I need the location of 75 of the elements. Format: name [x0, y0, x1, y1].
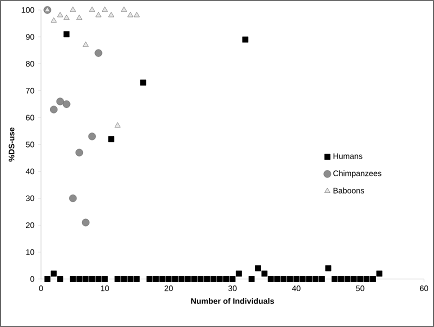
- point: [70, 6, 76, 12]
- point: [332, 276, 338, 282]
- point: [236, 270, 242, 277]
- point: [230, 276, 236, 282]
- point: [108, 136, 114, 142]
- point: [127, 12, 134, 18]
- point: [306, 276, 312, 282]
- point: [56, 98, 64, 106]
- point: [108, 12, 114, 18]
- point: [210, 276, 216, 282]
- point: [82, 276, 89, 282]
- point: [44, 276, 50, 282]
- point: [102, 276, 108, 282]
- point: [127, 276, 134, 282]
- point: [274, 276, 280, 282]
- point: [364, 276, 370, 282]
- point: [344, 276, 350, 282]
- point: [134, 12, 140, 18]
- point: [76, 276, 82, 282]
- point: [261, 270, 268, 277]
- point: [88, 132, 96, 140]
- point: [95, 12, 102, 18]
- point: [166, 276, 172, 282]
- point: [350, 276, 357, 282]
- point: [102, 6, 108, 12]
- point: [318, 276, 325, 282]
- point: [134, 276, 140, 282]
- point: [178, 276, 184, 282]
- point: [50, 17, 57, 23]
- point: [89, 6, 96, 12]
- point: [69, 194, 77, 202]
- point: [223, 276, 230, 282]
- point: [50, 270, 57, 277]
- point: [89, 276, 96, 282]
- point: [184, 276, 191, 282]
- point: [57, 12, 64, 18]
- point: [172, 276, 178, 282]
- point: [62, 100, 70, 108]
- point: [50, 106, 58, 114]
- point: [152, 276, 159, 282]
- point: [57, 276, 64, 282]
- point: [64, 31, 70, 38]
- point: [248, 276, 255, 282]
- point: [94, 49, 102, 57]
- point: [70, 276, 76, 282]
- point: [64, 14, 70, 20]
- point: [82, 218, 90, 226]
- point: [76, 14, 82, 20]
- point: [325, 265, 332, 272]
- point: [357, 276, 364, 282]
- point: [114, 122, 121, 128]
- point: [338, 276, 344, 282]
- point: [146, 276, 153, 282]
- point: [242, 36, 248, 43]
- point: [312, 276, 318, 282]
- point: [140, 80, 146, 86]
- point: [280, 276, 287, 282]
- point: [300, 276, 306, 282]
- point: [198, 276, 204, 282]
- point: [268, 276, 274, 282]
- point: [255, 265, 262, 272]
- point: [114, 276, 121, 282]
- point: [216, 276, 223, 282]
- point: [370, 276, 376, 282]
- point: [82, 42, 89, 47]
- point: [95, 276, 102, 282]
- point: [159, 276, 166, 282]
- point: [293, 276, 300, 282]
- point: [121, 6, 127, 12]
- point: [286, 276, 293, 282]
- point: [376, 270, 382, 277]
- point: [76, 148, 84, 156]
- point: [191, 276, 198, 282]
- point: [120, 276, 127, 282]
- point: [204, 276, 210, 282]
